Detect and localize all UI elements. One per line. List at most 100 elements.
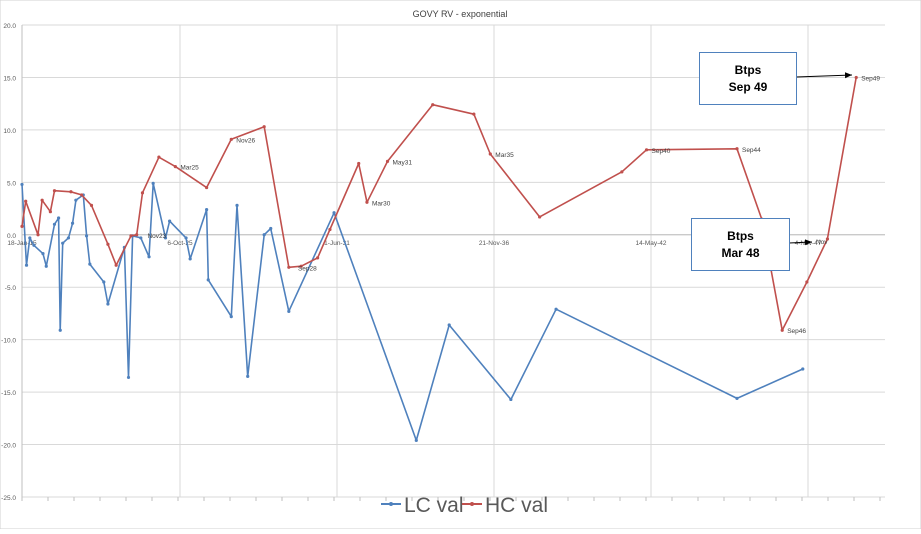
data-point — [205, 208, 209, 212]
data-point — [316, 256, 320, 260]
point-label: Sep46 — [787, 328, 806, 335]
legend-label-hc: HC val — [485, 494, 548, 517]
arrow-mar48 — [788, 239, 813, 246]
data-point — [447, 323, 451, 327]
annotation-arrows — [788, 72, 853, 246]
data-point — [126, 375, 131, 380]
data-point — [32, 243, 36, 247]
data-point — [135, 233, 139, 237]
data-point — [385, 159, 390, 163]
point-labels: Nov23 Mar25 Nov26 Sep28 Mar30 May31 Mar35 Sep40… — [147, 75, 880, 335]
series-line — [21, 77, 857, 332]
point-label: Sep28 — [298, 265, 317, 272]
point-label: Mar35 — [495, 152, 514, 159]
y-tick-label: 0.0 — [7, 233, 16, 240]
legend-marker-hc — [470, 502, 474, 506]
point-label: Sep49 — [861, 75, 880, 82]
data-point — [854, 75, 858, 80]
callout-sep49: Btps Sep 49 — [699, 52, 797, 105]
data-point — [114, 263, 118, 267]
data-point — [163, 236, 168, 240]
data-point — [40, 198, 44, 202]
chart-title: GOVY RV - exponential — [413, 9, 508, 19]
callout-sep49-line1: Btps — [734, 62, 762, 77]
point-label: May31 — [393, 159, 413, 166]
data-point — [36, 233, 40, 237]
data-point — [70, 221, 75, 225]
data-point — [168, 219, 172, 223]
x-tick-label: 21-Nov-36 — [479, 240, 510, 247]
data-point — [140, 191, 145, 195]
data-point — [69, 190, 73, 194]
data-point — [56, 216, 61, 220]
data-point — [24, 199, 28, 203]
point-label: Nov — [816, 239, 828, 246]
callout-mar48-line1: Btps — [727, 228, 754, 243]
data-point — [151, 181, 155, 185]
data-point — [328, 227, 332, 232]
callout-sep49-line2: Sep 49 — [728, 79, 768, 94]
data-point — [472, 112, 476, 116]
data-point — [414, 438, 418, 442]
data-point — [66, 236, 71, 240]
data-point — [52, 222, 57, 226]
data-point — [48, 210, 52, 214]
data-point — [509, 397, 513, 402]
data-point — [229, 137, 233, 141]
data-point — [554, 307, 558, 311]
data-point — [287, 265, 291, 269]
legend: LC val HC val — [381, 494, 548, 517]
data-point — [805, 280, 809, 284]
series-layer — [20, 75, 858, 442]
data-point — [620, 170, 624, 174]
y-tick-label: -15.0 — [1, 390, 16, 397]
y-tick-label: 10.0 — [3, 128, 16, 135]
data-point — [157, 155, 161, 159]
data-point — [332, 211, 336, 215]
data-point — [84, 234, 89, 238]
data-point — [357, 161, 361, 166]
y-tick-label: 15.0 — [3, 75, 16, 82]
x-tick-label: 14-May-42 — [635, 240, 666, 247]
y-tick-label: 20.0 — [3, 23, 16, 30]
data-point — [74, 198, 78, 202]
point-label: Sep40 — [652, 148, 671, 155]
data-point — [365, 200, 369, 204]
data-point — [28, 236, 32, 240]
data-point — [206, 278, 210, 282]
x-tick-label: 18-Jan-15 — [7, 240, 37, 247]
point-label: Nov26 — [236, 137, 255, 144]
data-point — [262, 125, 266, 129]
point-label: Mar30 — [372, 200, 391, 207]
data-point — [235, 203, 239, 208]
legend-label-lc: LC val — [404, 494, 464, 517]
data-point — [287, 309, 291, 313]
y-tick-label: -20.0 — [1, 443, 16, 450]
data-point — [41, 252, 45, 256]
data-point — [102, 280, 106, 284]
data-point — [89, 203, 94, 208]
data-point — [538, 215, 542, 219]
data-point — [801, 367, 805, 371]
data-point — [188, 257, 192, 261]
data-point — [269, 226, 273, 231]
data-point — [147, 255, 151, 259]
data-point — [488, 152, 492, 156]
data-point — [58, 328, 62, 332]
series-lc-val — [20, 181, 805, 442]
data-point — [106, 242, 110, 246]
data-point — [780, 328, 784, 332]
data-point — [61, 241, 65, 245]
y-tick-label: 5.0 — [7, 180, 16, 187]
x-tick-label: 1-Jun-31 — [324, 240, 350, 247]
series-hc-val — [20, 75, 858, 332]
data-point — [246, 374, 250, 378]
point-label: Nov23 — [147, 233, 166, 240]
y-tick-label: -10.0 — [1, 338, 16, 345]
vertical-gridlines — [179, 25, 809, 497]
data-point — [735, 396, 739, 401]
data-point — [299, 264, 303, 268]
callout-mar48-line2: Mar 48 — [721, 245, 760, 260]
data-point — [173, 165, 177, 169]
data-point — [262, 233, 266, 237]
